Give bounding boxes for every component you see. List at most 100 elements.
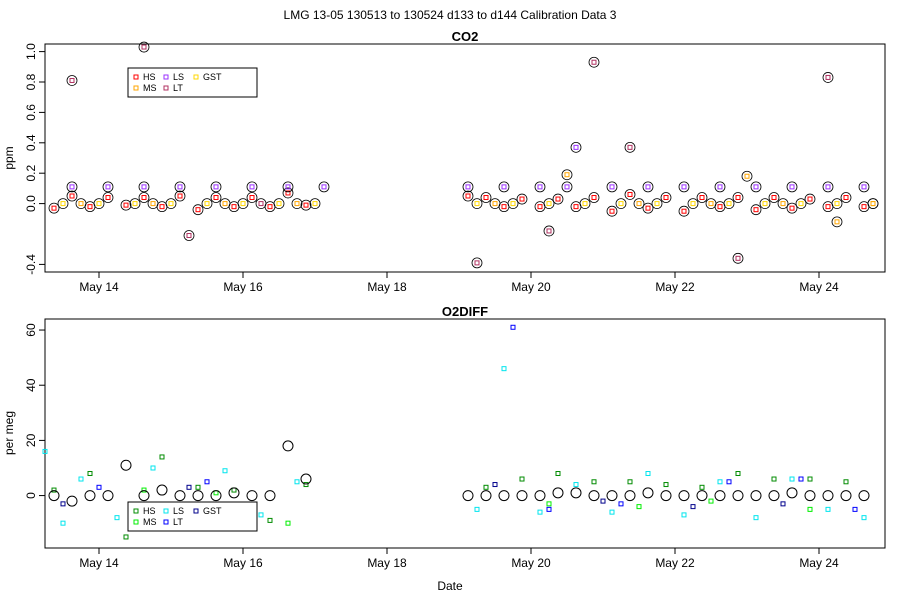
o2diff-mean-point xyxy=(480,490,492,502)
o2diff-legend-swatch-lt xyxy=(163,519,169,525)
co2-mean-point xyxy=(759,198,771,210)
co2-point-ls xyxy=(573,144,579,150)
co2-point-gst xyxy=(132,201,138,207)
o2diff-point-ls xyxy=(573,482,579,488)
o2diff-x-tick-label: May 22 xyxy=(655,556,695,570)
co2-x-tick-label: May 24 xyxy=(799,280,839,294)
co2-point-hs xyxy=(141,195,147,201)
co2-y-tick-label: 0.0 xyxy=(24,195,38,212)
o2diff-point-ls xyxy=(114,515,120,521)
co2-mean-point xyxy=(867,198,879,210)
co2-mean-point xyxy=(858,181,870,193)
o2diff-y-tick-label: 20 xyxy=(24,433,38,447)
co2-point-ms xyxy=(780,201,786,207)
o2diff-point-hs xyxy=(483,484,489,490)
co2-legend-label-hs: HS xyxy=(143,72,156,82)
co2-mean-point xyxy=(732,252,744,264)
co2-point-lt xyxy=(258,201,264,207)
co2-mean-point xyxy=(228,201,240,213)
co2-point-hs xyxy=(717,204,723,210)
co2-mean-point xyxy=(138,181,150,193)
co2-x-tick-label: May 22 xyxy=(655,280,695,294)
o2diff-point-gst xyxy=(492,482,498,488)
co2-mean-point xyxy=(129,198,141,210)
o2diff-mean-point xyxy=(588,490,600,502)
o2diff-point-hs xyxy=(699,484,705,490)
o2diff-data-points xyxy=(42,324,870,540)
co2-point-lt xyxy=(627,144,633,150)
o2diff-point-gst xyxy=(690,504,696,510)
o2diff-panel: O2DIFF per meg Date May 14 May 16 May 18 Ma… xyxy=(2,304,886,593)
co2-point-hs xyxy=(285,190,291,196)
co2-point-gst xyxy=(618,201,624,207)
co2-mean-point xyxy=(750,204,762,216)
co2-point-hs xyxy=(195,207,201,213)
co2-mean-point xyxy=(291,198,303,210)
o2diff-mean-point xyxy=(138,490,150,502)
o2diff-mean-point xyxy=(516,490,528,502)
o2diff-y-tick-label: 0 xyxy=(24,492,38,499)
co2-mean-point xyxy=(840,192,852,203)
co2-point-hs xyxy=(591,195,597,201)
co2-point-gst xyxy=(834,201,840,207)
o2diff-point-gst xyxy=(600,498,606,504)
co2-point-hs xyxy=(177,193,183,199)
o2diff-x-axis: May 14 May 16 May 18 May 20 May 22 May 24 xyxy=(79,548,839,570)
co2-point-hs xyxy=(573,204,579,210)
co2-mean-point xyxy=(66,75,78,86)
co2-mean-point xyxy=(120,199,132,211)
co2-point-gst xyxy=(474,201,480,207)
o2diff-mean-point xyxy=(660,490,672,502)
co2-legend-swatch-hs xyxy=(133,74,139,80)
co2-point-hs xyxy=(501,204,507,210)
o2diff-point-hs xyxy=(267,517,273,523)
o2diff-point-hs xyxy=(627,479,633,485)
co2-mean-point xyxy=(831,216,843,228)
o2diff-mean-point xyxy=(570,487,582,499)
o2diff-point-hs xyxy=(123,534,129,540)
co2-y-tick-label: 1.0 xyxy=(24,43,38,60)
co2-point-ls xyxy=(141,184,147,190)
o2diff-mean-point xyxy=(534,490,546,502)
co2-point-hs xyxy=(465,193,471,199)
o2diff-point-gst xyxy=(780,501,786,507)
co2-mean-point xyxy=(579,198,591,210)
co2-point-hs xyxy=(267,204,273,210)
co2-mean-point xyxy=(84,201,96,213)
o2diff-point-ms xyxy=(285,520,291,526)
co2-mean-point xyxy=(714,181,726,193)
co2-point-hs xyxy=(843,195,849,201)
co2-y-axis: 1.0 0.8 0.6 0.4 0.2 0.0 -0.4 xyxy=(24,43,45,275)
o2diff-point-ls xyxy=(42,448,48,454)
o2diff-mean-point xyxy=(786,487,798,499)
o2diff-mean-point xyxy=(840,490,852,502)
co2-point-ms xyxy=(222,201,228,207)
o2diff-point-hs xyxy=(87,471,93,477)
o2diff-mean-point xyxy=(102,490,114,502)
o2diff-mean-point xyxy=(642,487,654,499)
co2-legend-label-lt: LT xyxy=(173,83,183,93)
o2diff-mean-point xyxy=(84,490,96,502)
o2diff-point-ls xyxy=(474,506,480,512)
co2-mean-point xyxy=(156,201,168,213)
co2-mean-point xyxy=(174,181,186,193)
o2diff-chart-title: O2DIFF xyxy=(442,304,488,319)
o2diff-mean-point xyxy=(750,490,762,502)
co2-point-gst xyxy=(276,201,282,207)
o2diff-mean-point xyxy=(462,490,474,502)
o2diff-point-ls xyxy=(717,479,723,485)
co2-mean-point xyxy=(462,190,474,202)
co2-mean-point xyxy=(570,201,582,213)
co2-point-hs xyxy=(303,202,309,208)
co2-x-tick-label: May 20 xyxy=(511,280,551,294)
o2diff-mean-point xyxy=(192,490,204,502)
co2-mean-point xyxy=(561,169,573,181)
co2-mean-point xyxy=(534,181,546,193)
co2-point-gst xyxy=(240,201,246,207)
co2-point-gst xyxy=(312,201,318,207)
o2diff-point-ls xyxy=(78,476,84,482)
co2-point-gst xyxy=(168,201,174,207)
o2diff-point-ls xyxy=(294,479,300,485)
co2-point-ls xyxy=(213,184,219,190)
